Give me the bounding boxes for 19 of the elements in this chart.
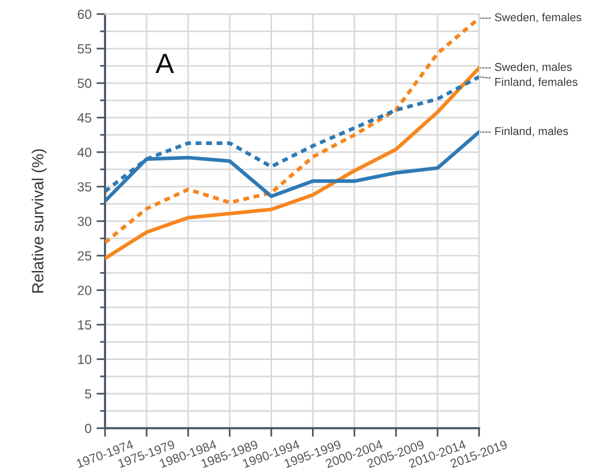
y-tick-label: 20: [78, 286, 92, 296]
y-tick-label: 50: [78, 78, 92, 88]
y-tick-label: 15: [78, 320, 92, 330]
y-axis-title: Relative survival (%): [32, 149, 47, 293]
y-tick-label: 45: [77, 113, 92, 123]
y-tick-label: 60: [78, 10, 92, 19]
y-tick-label: 0: [85, 424, 92, 434]
annotation: A: [156, 54, 174, 74]
y-tick-label: 30: [78, 216, 92, 226]
series-label: Sweden, males: [494, 62, 572, 72]
y-tick-label: 25: [78, 251, 92, 261]
y-tick-label: 55: [78, 44, 92, 54]
y-tick-label: 35: [78, 182, 92, 192]
series-label: Finland, males: [495, 126, 568, 136]
y-tick-label: 5: [85, 389, 92, 399]
y-tick-label: 10: [78, 354, 92, 364]
series-label: Sweden, females: [494, 12, 582, 23]
y-tick-label: 40: [77, 148, 92, 158]
series-label: Finland, females: [495, 78, 578, 88]
